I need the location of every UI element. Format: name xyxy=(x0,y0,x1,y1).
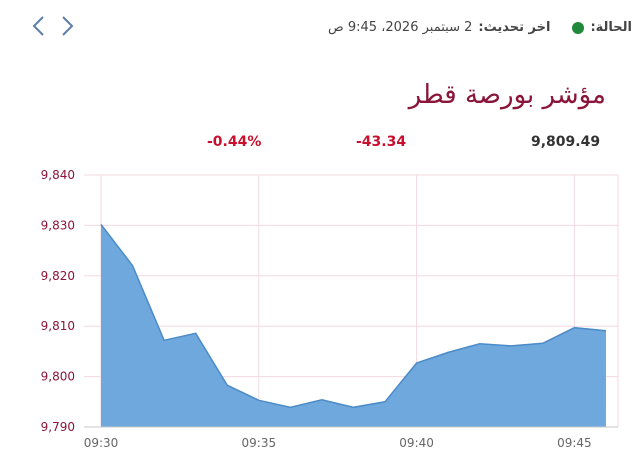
x-tick-label: 09:30 xyxy=(84,436,119,450)
y-tick-label: 9,790 xyxy=(41,420,75,434)
x-tick-label: 09:35 xyxy=(242,436,277,450)
chevron-left-icon[interactable] xyxy=(30,14,48,38)
status-bar: الحالة: اخر تحديث: 2 سبتمبر 2026، 9:45 ص xyxy=(328,20,632,35)
series-line xyxy=(100,223,607,409)
y-tick-label: 9,820 xyxy=(41,269,75,283)
y-tick-label: 9,800 xyxy=(41,370,75,384)
y-tick-label: 9,830 xyxy=(41,218,75,232)
series-area xyxy=(101,224,606,427)
last-update-label: اخر تحديث: xyxy=(478,20,551,35)
x-tick-label: 09:45 xyxy=(557,436,592,450)
page-title: مؤشر بورصة قطر xyxy=(408,80,606,110)
status-label: الحالة: xyxy=(590,20,632,35)
y-tick-label: 9,810 xyxy=(41,319,75,333)
chevron-right-icon[interactable] xyxy=(58,14,76,38)
x-tick-label: 09:40 xyxy=(399,436,434,450)
status-dot-icon xyxy=(572,21,585,34)
index-change-pct: -0.44% xyxy=(207,134,262,150)
index-value: 9,809.49 xyxy=(531,134,601,150)
last-update-value: 2 سبتمبر 2026، 9:45 ص xyxy=(328,20,473,35)
nav-arrows xyxy=(30,14,76,38)
y-tick-label: 9,840 xyxy=(41,168,75,182)
index-change: -43.34 xyxy=(356,134,407,150)
